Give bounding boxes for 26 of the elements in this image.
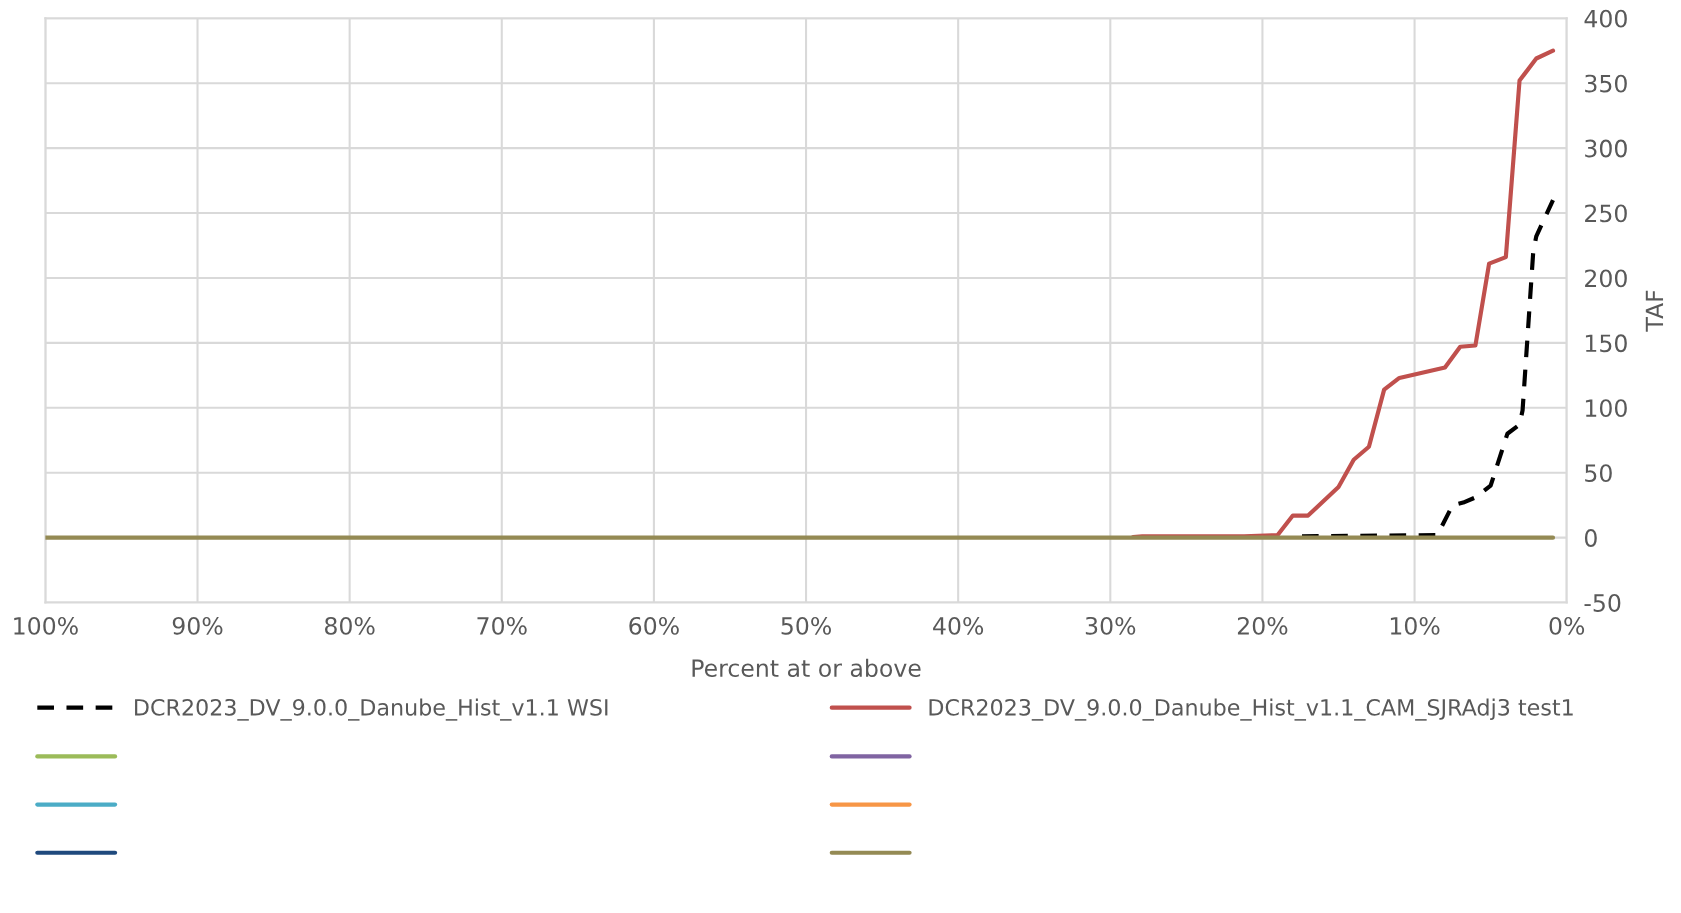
y-tick-label: -50 — [1584, 594, 1621, 612]
x-tick-label: 30% — [1085, 616, 1136, 635]
x-tick-label: 90% — [172, 616, 223, 635]
x-tick-label: 0% — [1549, 616, 1585, 635]
x-axis-title: Percent at or above — [692, 658, 921, 678]
x-tick-label: 10% — [1390, 616, 1440, 635]
x-tick-label: 40% — [933, 616, 984, 635]
y-tick-label: 250 — [1585, 204, 1627, 223]
x-tick-label: 100% — [14, 616, 78, 635]
x-tick-label: 20% — [1237, 616, 1288, 635]
y-tick-label: 100 — [1585, 399, 1627, 418]
line-series — [1299, 197, 1556, 539]
x-tick-label: 70% — [477, 616, 527, 635]
y-tick-label: 0 — [1584, 529, 1597, 547]
x-tick-label: 50% — [781, 616, 831, 635]
y-tick-label: 350 — [1585, 74, 1627, 93]
x-tick-label: 80% — [325, 616, 375, 635]
x-tick-label: 60% — [629, 616, 679, 635]
y-tick-label: 150 — [1585, 334, 1627, 353]
y-tick-label: 200 — [1585, 269, 1627, 288]
legend-label: DCR2023_DV_9.0.0_Danube_Hist_v1.1 WSI — [135, 698, 608, 721]
y-tick-label: 50 — [1585, 464, 1612, 483]
legend-label: DCR2023_DV_9.0.0_Danube_Hist_v1.1_CAM_SJRAdj3 test1 — [929, 698, 1573, 721]
y-tick-label: 400 — [1584, 9, 1627, 28]
y-tick-label: 300 — [1585, 139, 1627, 158]
y-axis-title: TAF — [1645, 290, 1664, 332]
